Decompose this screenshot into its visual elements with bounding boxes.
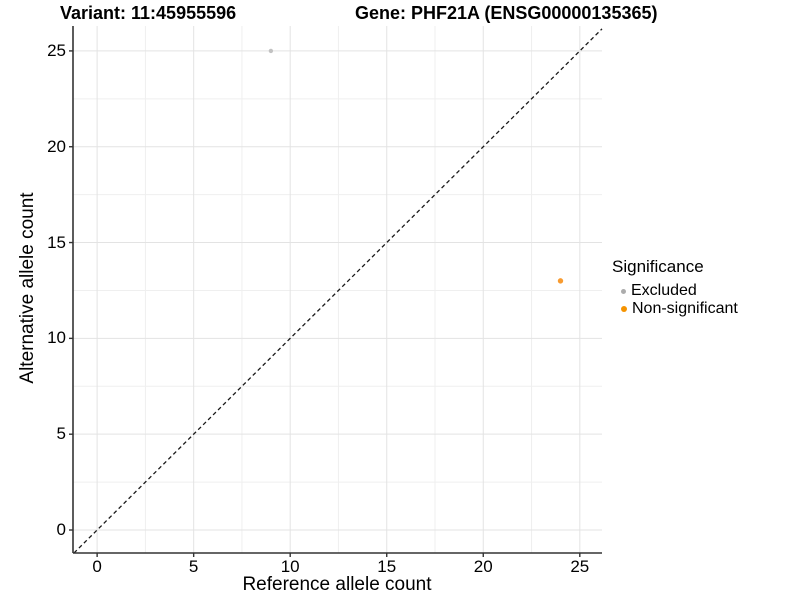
legend-dot-icon — [621, 306, 627, 312]
y-tick-label: 5 — [56, 424, 66, 444]
data-point-excluded — [268, 48, 274, 54]
y-tick-label: 0 — [56, 520, 66, 539]
legend-item-non-significant: Non-significant — [612, 300, 738, 318]
y-axis-title: Alternative allele count — [17, 192, 38, 384]
legend-item-excluded: Excluded — [612, 282, 738, 300]
identity-line — [73, 28, 603, 554]
x-tick-label: 15 — [377, 557, 397, 576]
x-tick-label: 10 — [280, 557, 300, 576]
x-tick-label: 25 — [570, 557, 590, 576]
legend-title: Significance — [612, 257, 704, 276]
y-tick-label: 15 — [47, 232, 66, 252]
y-tick-label: 20 — [47, 136, 66, 156]
x-axis-title: Reference allele count — [242, 574, 432, 595]
variant-title: Variant: 11:45955596 — [60, 3, 237, 23]
y-tick-label: 10 — [47, 328, 66, 348]
x-tick-label: 5 — [188, 557, 199, 576]
data-point-non-significant — [557, 278, 564, 284]
legend: Significance Excluded Non-significant — [612, 258, 738, 318]
x-tick-label: 20 — [473, 557, 493, 576]
legend-item-label: Excluded — [631, 282, 697, 299]
legend-dot-icon — [621, 288, 626, 294]
y-tick-label: 25 — [47, 40, 66, 60]
gene-title: Gene: PHF21A (ENSG00000135365) — [355, 3, 658, 23]
x-tick-label: 0 — [92, 557, 102, 576]
legend-item-label: Non-significant — [632, 300, 738, 317]
legend-items: Excluded Non-significant — [612, 282, 738, 318]
